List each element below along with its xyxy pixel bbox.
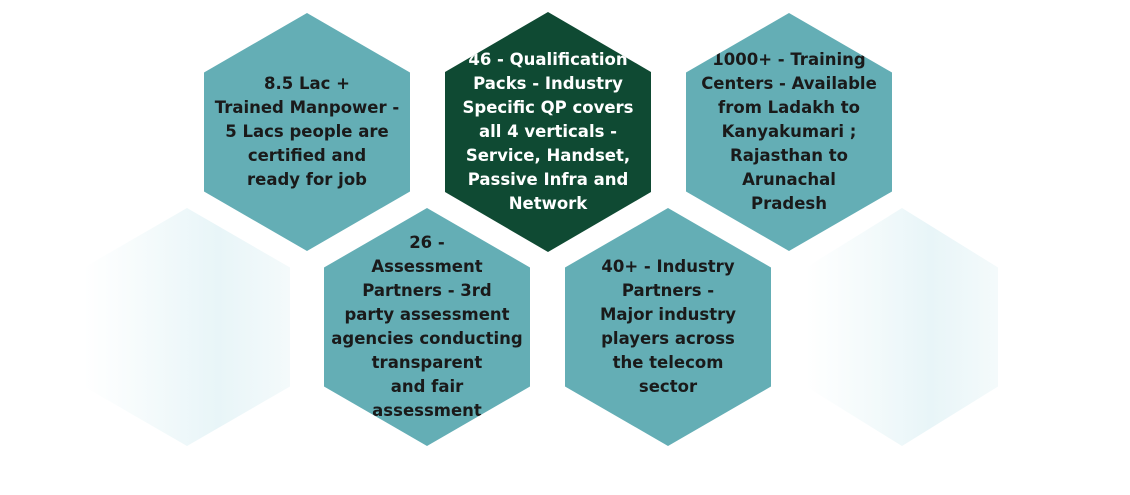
hex-assessment-partners-text: 26 - Assessment Partners - 3rd party ass… bbox=[331, 233, 523, 420]
hex-qualification-packs-text: 46 - Qualification Packs - Industry Spec… bbox=[462, 50, 634, 213]
hex-industry-partners-text: 40+ - Industry Partners - Major industry… bbox=[600, 257, 736, 396]
hex-training-centers-text: 1000+ - Training Centers - Available fro… bbox=[701, 50, 877, 213]
hex-trained-manpower-text: 8.5 Lac + Trained Manpower - 5 Lacs peop… bbox=[214, 74, 400, 189]
hex-assessment-partners: 26 - Assessment Partners - 3rd party ass… bbox=[324, 208, 530, 446]
hex-decorative-left bbox=[84, 208, 290, 446]
hex-industry-partners: 40+ - Industry Partners - Major industry… bbox=[565, 208, 771, 446]
hex-decorative-right bbox=[806, 208, 998, 446]
hex-training-centers: 1000+ - Training Centers - Available fro… bbox=[686, 13, 892, 251]
hex-qualification-packs: 46 - Qualification Packs - Industry Spec… bbox=[445, 12, 651, 252]
hex-trained-manpower: 8.5 Lac + Trained Manpower - 5 Lacs peop… bbox=[204, 13, 410, 251]
